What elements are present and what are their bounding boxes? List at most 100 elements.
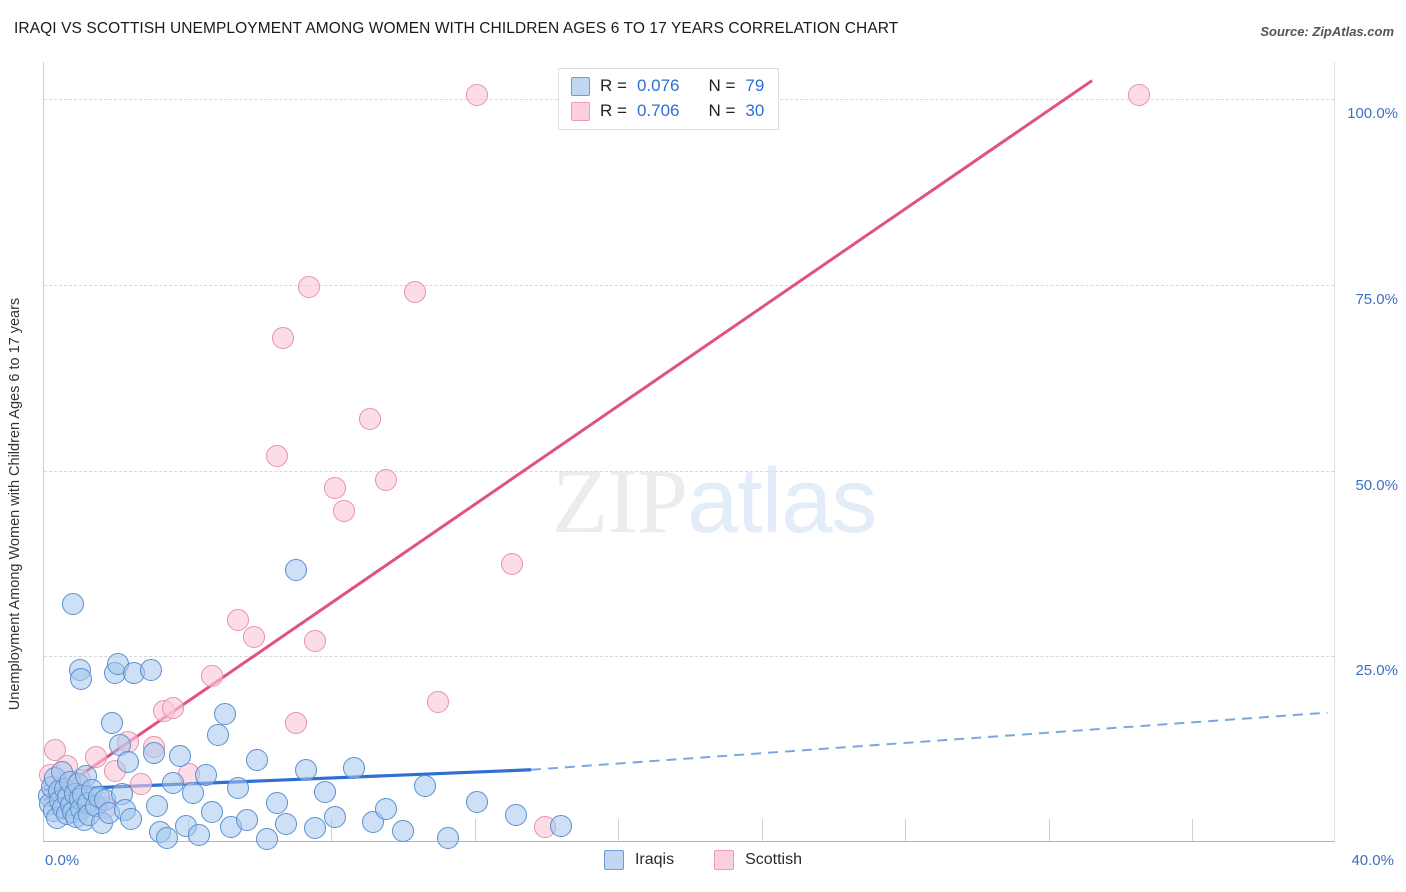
y-axis-tick-label: 25.0% bbox=[1355, 662, 1398, 680]
legend-swatch-iraqis bbox=[571, 76, 590, 96]
series-swatch-iraqis bbox=[603, 850, 624, 870]
data-point[interactable] bbox=[200, 800, 223, 823]
x-axis-tick bbox=[1192, 819, 1194, 841]
data-point[interactable] bbox=[436, 826, 459, 849]
data-point[interactable] bbox=[146, 794, 169, 817]
r-value: 0.706 bbox=[636, 101, 680, 120]
trendline-scottish bbox=[43, 79, 1093, 802]
data-point[interactable] bbox=[314, 781, 336, 804]
data-point[interactable] bbox=[246, 749, 269, 772]
n-value: 30 bbox=[745, 101, 765, 120]
gridline bbox=[44, 656, 1334, 658]
data-point[interactable] bbox=[129, 773, 152, 796]
data-point[interactable] bbox=[142, 741, 165, 764]
data-point[interactable] bbox=[323, 806, 346, 829]
data-point[interactable] bbox=[427, 691, 450, 714]
data-point[interactable] bbox=[226, 608, 249, 631]
data-point[interactable] bbox=[414, 774, 437, 797]
data-point[interactable] bbox=[304, 630, 327, 653]
data-point[interactable] bbox=[207, 724, 230, 747]
data-point[interactable] bbox=[116, 750, 139, 773]
data-point[interactable] bbox=[265, 445, 288, 468]
x-axis-tick bbox=[761, 819, 763, 841]
n-label: N = bbox=[708, 76, 736, 95]
data-point[interactable] bbox=[194, 764, 217, 787]
data-point[interactable] bbox=[343, 756, 366, 779]
x-axis-tick bbox=[618, 819, 620, 841]
x-axis-label-min: 0.0% bbox=[45, 852, 80, 869]
y-axis-title-text: Unemployment Among Women with Children A… bbox=[7, 297, 23, 711]
data-point[interactable] bbox=[242, 625, 265, 648]
series-swatch-scottish bbox=[714, 850, 735, 870]
data-point[interactable] bbox=[391, 819, 414, 842]
n-value: 79 bbox=[745, 76, 765, 95]
data-point[interactable] bbox=[70, 668, 93, 691]
trendlines bbox=[43, 79, 1328, 802]
x-axis-tick bbox=[905, 819, 907, 841]
data-point[interactable] bbox=[62, 592, 85, 615]
data-point[interactable] bbox=[255, 828, 278, 851]
trendline-iraqis-dashed bbox=[530, 711, 1328, 771]
data-point[interactable] bbox=[375, 469, 398, 492]
data-point[interactable] bbox=[304, 816, 327, 839]
data-point[interactable] bbox=[375, 797, 398, 820]
stats-legend-row: R = 0.076 N = 79 bbox=[571, 76, 764, 96]
data-point[interactable] bbox=[549, 815, 572, 838]
data-point[interactable] bbox=[1127, 83, 1150, 106]
data-point[interactable] bbox=[226, 776, 249, 799]
data-point[interactable] bbox=[501, 553, 524, 576]
data-point[interactable] bbox=[155, 827, 178, 850]
x-axis-tick bbox=[474, 819, 476, 841]
data-point[interactable] bbox=[213, 703, 236, 726]
data-point[interactable] bbox=[84, 746, 107, 769]
stats-legend-row: R = 0.706 N = 30 bbox=[571, 101, 764, 121]
data-point[interactable] bbox=[188, 823, 211, 846]
n-label: N = bbox=[708, 101, 736, 120]
data-point[interactable] bbox=[272, 326, 295, 349]
gridline bbox=[44, 284, 1334, 286]
gridline bbox=[44, 470, 1334, 472]
data-point[interactable] bbox=[181, 781, 204, 804]
data-point[interactable] bbox=[297, 276, 320, 299]
series-legend-label: Iraqis bbox=[634, 851, 675, 868]
data-point[interactable] bbox=[465, 83, 488, 106]
y-axis-tick-label: 75.0% bbox=[1355, 290, 1398, 308]
y-axis-tick-label: 100.0% bbox=[1347, 105, 1398, 123]
y-axis-title: Unemployment Among Women with Children A… bbox=[0, 0, 30, 892]
data-point[interactable] bbox=[333, 499, 356, 522]
stats-legend: R = 0.076 N = 79 R = 0.706 N = 30 bbox=[558, 68, 780, 130]
data-point[interactable] bbox=[162, 771, 185, 794]
legend-swatch-scottish bbox=[571, 101, 590, 121]
data-point[interactable] bbox=[404, 281, 427, 304]
data-point[interactable] bbox=[168, 744, 191, 767]
source-attribution: Source: ZipAtlas.com bbox=[1260, 24, 1394, 39]
plot-area: ZIPatlas bbox=[37, 62, 1335, 851]
data-point[interactable] bbox=[265, 792, 288, 815]
data-point[interactable] bbox=[323, 477, 346, 500]
data-point[interactable] bbox=[284, 712, 307, 735]
series-legend-item-iraqis[interactable]: Iraqis bbox=[603, 850, 675, 870]
x-axis-tick bbox=[331, 819, 333, 841]
r-value: 0.076 bbox=[636, 76, 680, 95]
data-point[interactable] bbox=[465, 790, 488, 813]
data-point[interactable] bbox=[275, 813, 298, 836]
page-title: IRAQI VS SCOTTISH UNEMPLOYMENT AMONG WOM… bbox=[14, 20, 899, 37]
data-point[interactable] bbox=[284, 559, 307, 582]
data-point[interactable] bbox=[120, 807, 143, 830]
series-legend-item-scottish[interactable]: Scottish bbox=[714, 850, 802, 870]
data-point[interactable] bbox=[294, 758, 317, 781]
data-point[interactable] bbox=[100, 712, 123, 735]
r-label: R = bbox=[600, 76, 627, 95]
series-legend: Iraqis Scottish bbox=[0, 850, 1406, 870]
data-point[interactable] bbox=[139, 659, 162, 682]
x-axis-tick bbox=[1048, 819, 1050, 841]
data-point[interactable] bbox=[236, 808, 259, 831]
data-point[interactable] bbox=[200, 665, 223, 688]
data-point[interactable] bbox=[504, 803, 527, 826]
r-label: R = bbox=[600, 101, 627, 120]
series-legend-label: Scottish bbox=[745, 851, 803, 868]
data-point[interactable] bbox=[359, 407, 382, 430]
data-point[interactable] bbox=[162, 696, 185, 719]
x-axis-label-max: 40.0% bbox=[1351, 852, 1394, 869]
